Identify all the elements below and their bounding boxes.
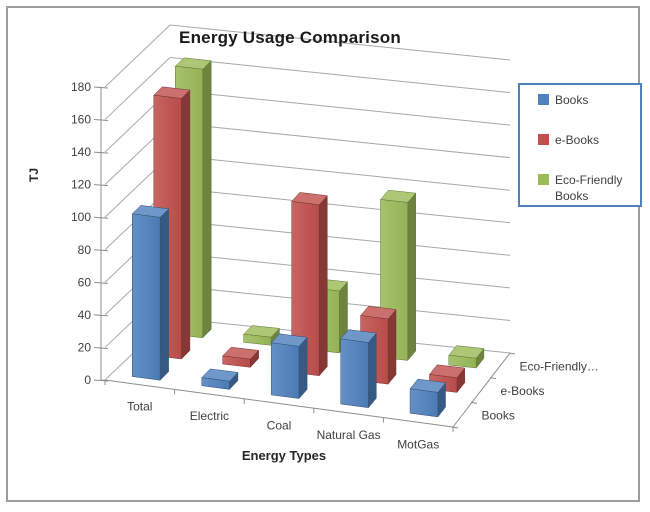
legend-label-books: Books — [555, 93, 589, 107]
bars — [132, 57, 485, 418]
y-tick — [93, 119, 109, 122]
category-label: Coal — [267, 419, 292, 433]
y-tick — [93, 379, 109, 382]
bar-books-coal — [270, 333, 308, 399]
y-tick — [93, 216, 109, 219]
legend-item-eco-friendly-books: Eco-Friendly Books — [538, 172, 636, 204]
y-tick-label: 100 — [71, 210, 91, 224]
y-tick-label: 80 — [78, 243, 92, 257]
chart-title: Energy Usage Comparison — [179, 28, 401, 47]
y-tick-label: 0 — [84, 373, 91, 387]
y-tick-label: 20 — [78, 340, 92, 354]
bar-side-face — [318, 195, 328, 376]
depth-label: Eco-Friendly… — [520, 359, 599, 373]
y-tick-label: 140 — [71, 145, 91, 159]
bar-front-face — [222, 355, 251, 368]
x-axis-title: Energy Types — [241, 448, 327, 463]
legend: Books e-Books Eco-Friendly Books — [518, 83, 642, 207]
depth-label: e-Books — [501, 384, 545, 398]
bar-books-electric — [201, 368, 239, 390]
legend-swatch-eco-friendly-books-icon — [538, 174, 549, 185]
category-label: Electric — [190, 409, 229, 423]
bar-front-face — [340, 338, 369, 408]
legend-item-e-books: e-Books — [538, 132, 636, 148]
bar-side-face — [387, 309, 397, 385]
y-tick-label: 160 — [71, 113, 91, 127]
y-tick — [93, 249, 109, 252]
bar-side-face — [298, 337, 308, 399]
legend-swatch-e-books-icon — [538, 134, 549, 145]
bar-front-face — [270, 342, 300, 399]
bar-side-face — [159, 208, 169, 381]
bar-front-face — [243, 333, 272, 346]
gridline — [104, 24, 511, 88]
depth-tick — [489, 377, 497, 380]
y-tick-label: 40 — [78, 308, 92, 322]
depth-tick — [470, 401, 478, 404]
gridline — [104, 57, 511, 120]
bar-e-books-electric — [222, 346, 259, 368]
bar-front-face — [201, 377, 230, 390]
bar-books-motgas — [409, 378, 446, 418]
category-label: Total — [127, 400, 152, 414]
bar-side-face — [202, 60, 212, 339]
bar-side-face — [368, 332, 377, 408]
y-axis-title: TJ — [27, 168, 41, 183]
depth-label: Books — [482, 409, 515, 423]
axes — [93, 86, 516, 432]
category-label: MotGas — [397, 437, 439, 451]
y-tick-label: 120 — [71, 178, 91, 192]
bar-front-face — [291, 201, 320, 376]
bar-front-face — [448, 354, 477, 369]
legend-item-books: Books — [538, 92, 636, 108]
bar-eco-friendly-books-motgas — [448, 345, 485, 369]
legend-label-e-books: e-Books — [555, 133, 600, 147]
bar-side-face — [407, 192, 416, 361]
bar-books-total — [132, 205, 169, 381]
depth-tick — [508, 352, 516, 355]
bar-eco-friendly-books-electric — [243, 325, 280, 346]
bar-front-face — [409, 388, 439, 418]
y-tick — [93, 314, 109, 317]
category-axis — [104, 379, 454, 428]
bar-front-face — [132, 213, 161, 381]
axis-labels: 0 20 40 60 80 100 120 140 160 180 Total Electric Coa… — [71, 80, 599, 451]
bar-e-books-coal — [291, 192, 328, 376]
legend-label-eco-friendly-books: Eco-Friendly Books — [555, 173, 623, 203]
y-tick-label: 180 — [71, 80, 91, 94]
y-tick — [93, 346, 109, 349]
y-tick — [93, 281, 109, 284]
y-tick-label: 60 — [78, 275, 92, 289]
bar-side-face — [181, 89, 191, 360]
y-tick — [93, 86, 109, 89]
depth-tick — [451, 426, 459, 429]
bar-books-natural-gas — [340, 329, 377, 408]
y-tick — [93, 151, 109, 154]
y-tick — [93, 184, 109, 187]
depth-axis — [452, 352, 511, 428]
legend-swatch-books-icon — [538, 94, 549, 105]
category-label: Natural Gas — [317, 428, 381, 442]
